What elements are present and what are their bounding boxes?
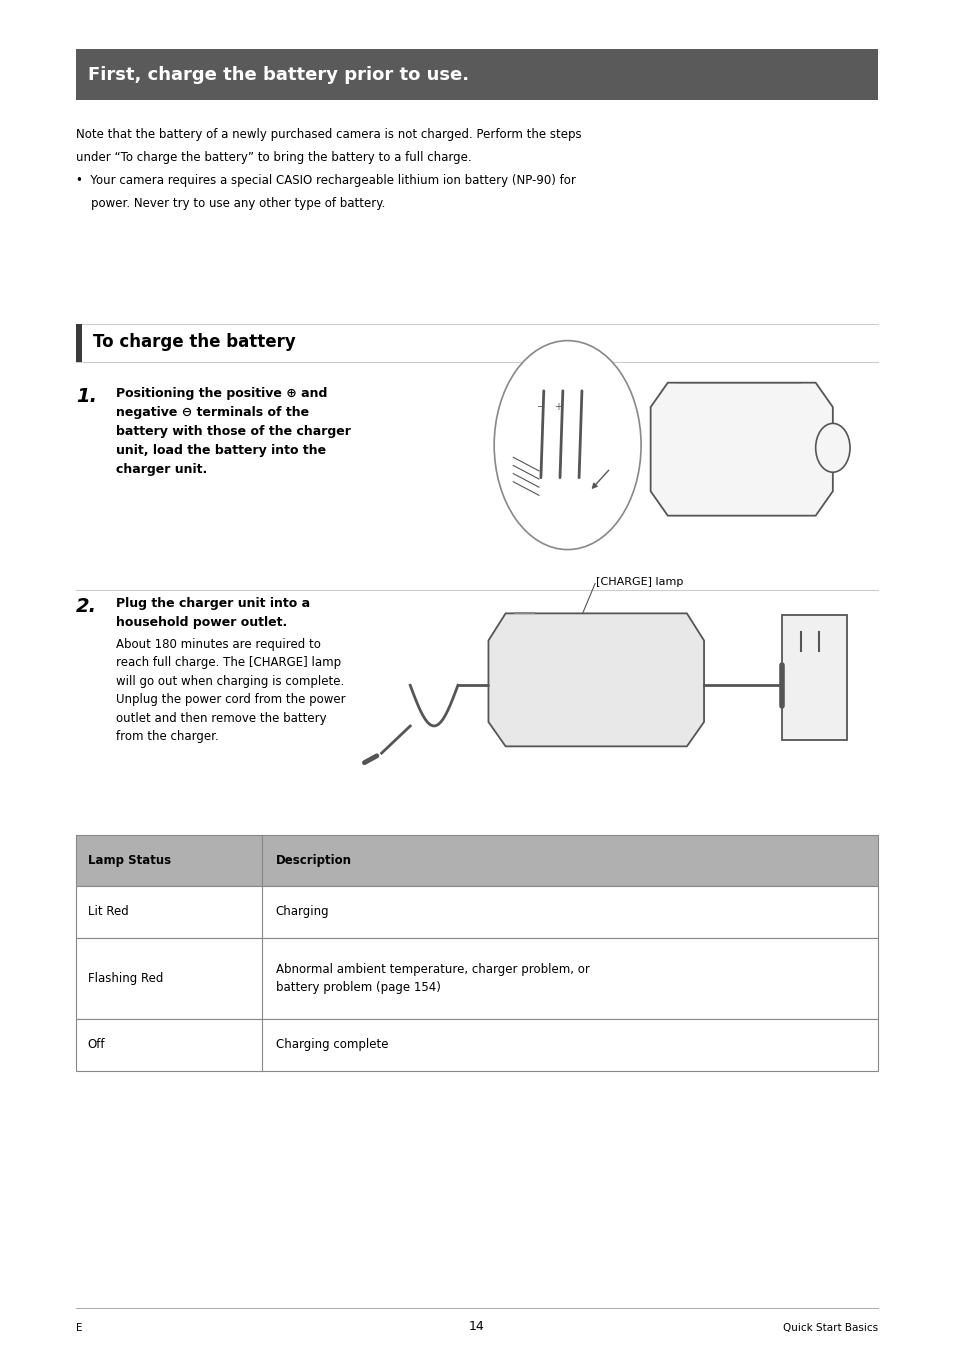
Text: Positioning the positive ⊕ and
negative ⊖ terminals of the
battery with those of: Positioning the positive ⊕ and negative … xyxy=(116,387,351,476)
Circle shape xyxy=(494,341,640,550)
Polygon shape xyxy=(650,383,832,516)
Bar xyxy=(76,324,82,362)
Text: 14: 14 xyxy=(469,1319,484,1333)
Text: Lamp Status: Lamp Status xyxy=(88,854,171,867)
Text: Charging: Charging xyxy=(275,905,329,919)
Text: 2.: 2. xyxy=(76,597,97,616)
Text: under “To charge the battery” to bring the battery to a full charge.: under “To charge the battery” to bring t… xyxy=(76,151,472,164)
Text: Lit Red: Lit Red xyxy=(88,905,129,919)
Text: •  Your camera requires a special CASIO rechargeable lithium ion battery (NP-90): • Your camera requires a special CASIO r… xyxy=(76,174,576,187)
Bar xyxy=(76,1019,877,1071)
Bar xyxy=(76,835,877,886)
Text: E: E xyxy=(76,1323,83,1333)
Text: About 180 minutes are required to
reach full charge. The [CHARGE] lamp
will go o: About 180 minutes are required to reach … xyxy=(116,638,346,744)
Text: Abnormal ambient temperature, charger problem, or
battery problem (page 154): Abnormal ambient temperature, charger pr… xyxy=(275,963,589,993)
Text: Quick Start Basics: Quick Start Basics xyxy=(781,1323,877,1333)
Bar xyxy=(76,49,877,100)
Bar xyxy=(76,886,877,938)
Text: Charging complete: Charging complete xyxy=(275,1038,388,1052)
Text: To charge the battery: To charge the battery xyxy=(93,332,296,351)
Text: First, charge the battery prior to use.: First, charge the battery prior to use. xyxy=(88,65,469,84)
Text: [CHARGE] lamp: [CHARGE] lamp xyxy=(596,577,683,586)
Polygon shape xyxy=(488,613,703,746)
Text: Off: Off xyxy=(88,1038,105,1052)
Text: power. Never try to use any other type of battery.: power. Never try to use any other type o… xyxy=(76,197,385,210)
Text: +: + xyxy=(554,402,561,413)
Text: −: − xyxy=(537,402,544,413)
Text: Note that the battery of a newly purchased camera is not charged. Perform the st: Note that the battery of a newly purchas… xyxy=(76,128,581,141)
Bar xyxy=(781,615,846,740)
Text: Description: Description xyxy=(275,854,352,867)
Text: Flashing Red: Flashing Red xyxy=(88,972,163,985)
Circle shape xyxy=(815,423,849,472)
Text: Plug the charger unit into a
household power outlet.: Plug the charger unit into a household p… xyxy=(116,597,310,630)
Text: 1.: 1. xyxy=(76,387,97,406)
Bar xyxy=(76,938,877,1019)
